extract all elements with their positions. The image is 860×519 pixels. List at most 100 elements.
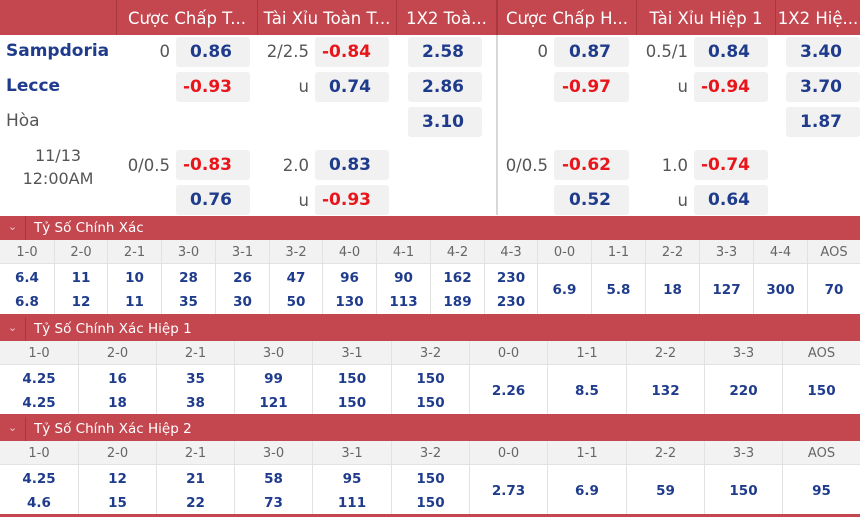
chevron-down-icon[interactable]: ⌄ — [0, 417, 26, 441]
h1-handicap-away-odd[interactable]: -0.97 — [554, 72, 629, 102]
score-odd-cell[interactable]: 16 18 — [78, 365, 156, 414]
score-label: 2-1 — [107, 240, 161, 264]
header-h1-handicap[interactable]: Cược Chấp H... — [496, 0, 636, 35]
score-odd-cell[interactable]: 2.26 — [469, 365, 547, 414]
alt-h1-handicap-away-odd[interactable]: 0.52 — [554, 185, 629, 215]
score-odd-cell[interactable]: 150 150 — [391, 465, 469, 514]
score-odd-cell[interactable]: 150 — [782, 365, 860, 414]
score-label: 1-1 — [591, 240, 645, 264]
score-label: 2-0 — [54, 240, 107, 264]
header-ft-1x2[interactable]: 1X2 Toà... — [396, 0, 496, 35]
score-label: 2-0 — [78, 341, 156, 365]
section-correct-score-h2-bar[interactable]: ⌄ Tỷ Số Chính Xác Hiệp 2 — [0, 417, 860, 441]
score-label: 3-3 — [699, 240, 753, 264]
score-label: 2-1 — [156, 441, 234, 465]
score-label: 1-1 — [547, 341, 626, 365]
score-odd-cell[interactable]: 2.73 — [469, 465, 547, 514]
ft-1x2-draw-odd[interactable]: 3.10 — [408, 107, 482, 137]
score-odd-cell[interactable]: 90 113 — [376, 264, 430, 314]
score-odd-cell[interactable]: 26 30 — [215, 264, 269, 314]
score-odd-cell[interactable]: 95 — [782, 465, 860, 514]
score-odd-cell[interactable]: 4.25 4.6 — [22, 471, 56, 511]
score-odd-cell[interactable]: 95 111 — [312, 465, 391, 514]
score-odd-cell[interactable]: 4.25 4.25 — [22, 371, 56, 411]
alt-ft-over-odd[interactable]: 0.83 — [315, 150, 389, 180]
score-odd-cell[interactable]: 6.4 6.8 — [15, 270, 39, 310]
ft-handicap-away-odd[interactable]: -0.93 — [176, 72, 250, 102]
alt-h1-over-odd[interactable]: -0.74 — [694, 150, 768, 180]
score-label: 1-0 — [16, 245, 38, 260]
h1-over-odd[interactable]: 0.84 — [694, 37, 768, 67]
score-odd-cell[interactable]: 230 230 — [484, 264, 537, 314]
score-odd-cell[interactable]: 150 150 — [312, 365, 391, 414]
section-correct-score-h1-bar[interactable]: ⌄ Tỷ Số Chính Xác Hiệp 1 — [0, 317, 860, 341]
ft-over-under-line: 2/2.5 — [266, 42, 309, 61]
ft-1x2-away-odd[interactable]: 2.86 — [408, 72, 482, 102]
header-ft-handicap[interactable]: Cược Chấp T... — [116, 0, 257, 35]
alt-h1-under-label: u — [677, 191, 688, 210]
score-odd-cell[interactable]: 6.9 — [547, 465, 626, 514]
h1-handicap-line: 0 — [537, 42, 549, 61]
header-h1-1x2[interactable]: 1X2 Hiệ... — [775, 0, 860, 35]
alt-ft-under-label: u — [298, 191, 309, 210]
score-label: 3-0 — [234, 441, 312, 465]
score-odd-cell[interactable]: 220 — [704, 365, 782, 414]
score-odd-cell[interactable]: 96 130 — [322, 264, 376, 314]
h1-1x2-home-odd[interactable]: 3.40 — [786, 37, 860, 67]
score-label: AOS — [782, 341, 860, 365]
h1-under-odd[interactable]: -0.94 — [694, 72, 768, 102]
score-odd-cell[interactable]: 58 73 — [234, 465, 312, 514]
score-label: 0-0 — [469, 341, 547, 365]
score-label: 3-1 — [312, 341, 391, 365]
score-odd-cell[interactable]: 59 — [626, 465, 704, 514]
score-odd-cell[interactable]: 70 — [807, 264, 860, 314]
header-ft-over-under[interactable]: Tài Xỉu Toàn T... — [257, 0, 396, 35]
odds-table-header: Cược Chấp T... Tài Xỉu Toàn T... 1X2 Toà… — [0, 0, 860, 35]
h1-1x2-away-odd[interactable]: 3.70 — [786, 72, 860, 102]
score-odd-cell[interactable]: 99 121 — [234, 365, 312, 414]
alt-h1-handicap-home-odd[interactable]: -0.62 — [554, 150, 629, 180]
score-odd-cell[interactable]: 10 11 — [107, 264, 161, 314]
ft-1x2-home-odd[interactable]: 2.58 — [408, 37, 482, 67]
score-odd-cell[interactable]: 162 189 — [430, 264, 484, 314]
ft-over-odd[interactable]: -0.84 — [315, 37, 389, 67]
half-divider — [496, 35, 498, 215]
alt-ft-under-odd[interactable]: -0.93 — [315, 185, 389, 215]
chevron-down-icon[interactable]: ⌄ — [0, 317, 26, 341]
header-h1-over-under[interactable]: Tài Xỉu Hiệp 1 — [636, 0, 775, 35]
draw-label: Hòa — [6, 111, 40, 131]
chevron-down-icon[interactable]: ⌄ — [0, 216, 26, 240]
score-label: 4-0 — [322, 240, 376, 264]
correct-score-h2-odds-row: 4.25 4.6 12 15 21 22 58 73 95 111 150 150 2.73… — [0, 465, 860, 517]
score-odd-cell[interactable]: 12 15 — [78, 465, 156, 514]
score-odd-cell[interactable]: 5.8 — [591, 264, 645, 314]
kickoff-clock: 12:00AM — [22, 169, 94, 188]
alt-ft-handicap-home-odd[interactable]: -0.83 — [176, 150, 250, 180]
score-odd-cell[interactable]: 35 38 — [156, 365, 234, 414]
h1-handicap-home-odd[interactable]: 0.87 — [554, 37, 629, 67]
ft-under-odd[interactable]: 0.74 — [315, 72, 389, 102]
alt-h1-under-odd[interactable]: 0.64 — [694, 185, 768, 215]
score-odd-cell[interactable]: 150 150 — [391, 365, 469, 414]
score-odd-cell[interactable]: 6.9 — [537, 264, 591, 314]
score-odd-cell[interactable]: 11 12 — [54, 264, 107, 314]
score-label: 3-2 — [391, 441, 469, 465]
score-odd-cell[interactable]: 28 35 — [161, 264, 215, 314]
score-label: 4-3 — [484, 240, 537, 264]
score-odd-cell[interactable]: 127 — [699, 264, 753, 314]
score-odd-cell[interactable]: 132 — [626, 365, 704, 414]
score-odd-cell[interactable]: 18 — [645, 264, 699, 314]
score-odd-cell[interactable]: 150 — [704, 465, 782, 514]
ft-handicap-home-odd[interactable]: 0.86 — [176, 37, 250, 67]
score-label: 2-1 — [156, 341, 234, 365]
score-odd-cell[interactable]: 21 22 — [156, 465, 234, 514]
score-odd-cell[interactable]: 8.5 — [547, 365, 626, 414]
score-odd-cell[interactable]: 47 50 — [269, 264, 322, 314]
h1-1x2-draw-odd[interactable]: 1.87 — [786, 107, 860, 137]
h1-over-under-line: 0.5/1 — [645, 42, 688, 61]
alt-ft-handicap-away-odd[interactable]: 0.76 — [176, 185, 250, 215]
section-correct-score-bar[interactable]: ⌄ Tỷ Số Chính Xác — [0, 216, 860, 240]
home-team-name: Sampdoria — [6, 41, 110, 61]
away-team-name: Lecce — [6, 76, 61, 96]
score-odd-cell[interactable]: 300 — [753, 264, 807, 314]
